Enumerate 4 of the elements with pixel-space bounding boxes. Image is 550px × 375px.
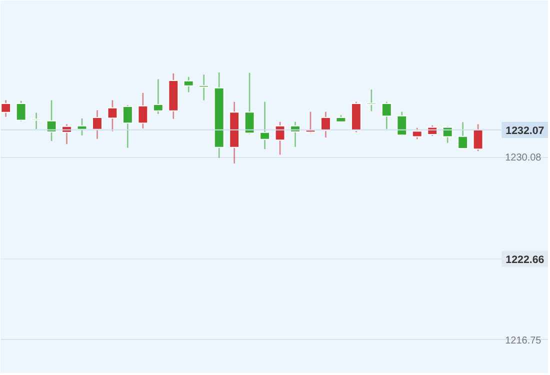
- ref-line-label: 1232.07: [506, 124, 544, 137]
- y-tick-label: 1216.75: [505, 335, 542, 346]
- y-tick-label: 1230.08: [505, 152, 542, 164]
- ref-line-label: 1222.66: [506, 254, 544, 266]
